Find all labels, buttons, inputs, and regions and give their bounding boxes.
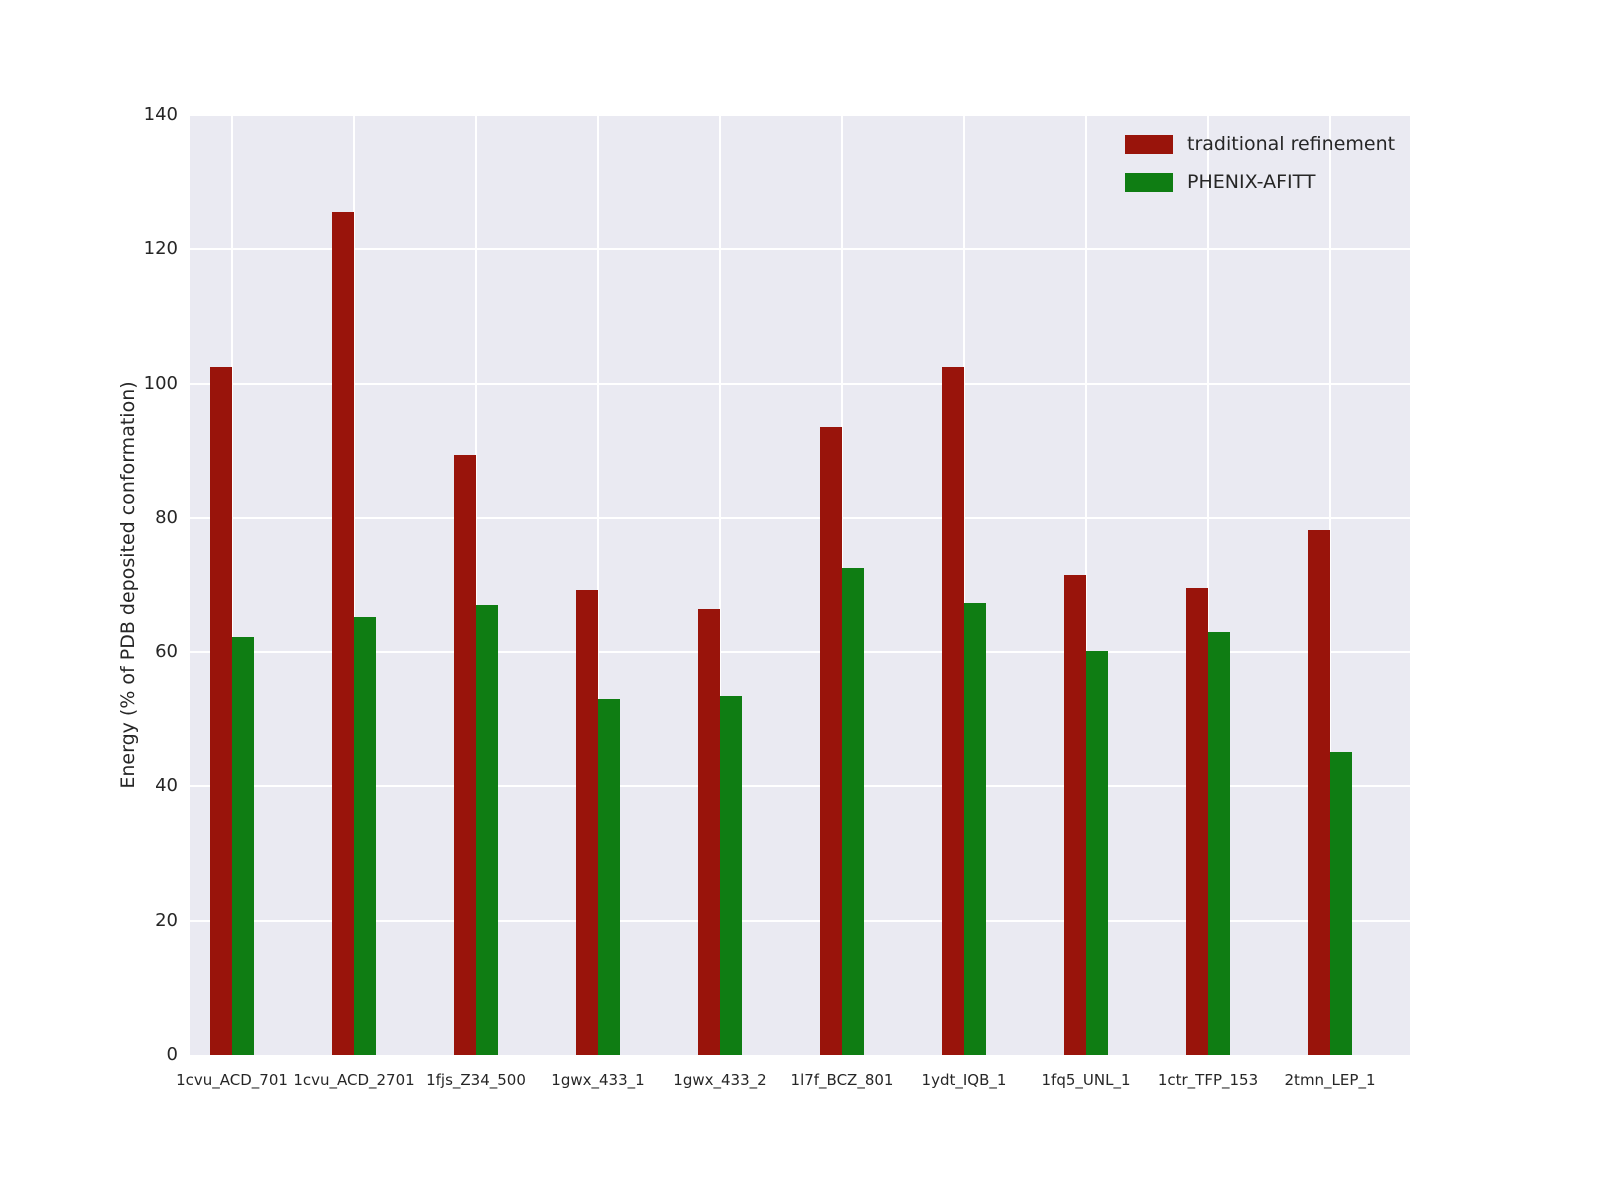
legend-item-phenix-afitt: PHENIX-AFITT	[1125, 171, 1395, 193]
gridline-horizontal	[190, 651, 1410, 654]
bar-traditional-refinement	[454, 455, 476, 1055]
gridline-vertical	[963, 115, 965, 1055]
gridline-horizontal	[190, 382, 1410, 385]
bar-traditional-refinement	[942, 366, 964, 1055]
legend: traditional refinement PHENIX-AFITT	[1125, 133, 1395, 193]
gridline-vertical	[231, 115, 233, 1055]
y-tick-label: 80	[155, 506, 178, 528]
bar-traditional-refinement	[1186, 588, 1208, 1055]
gridline-vertical	[719, 115, 721, 1055]
bar-phenix-afitt	[1086, 650, 1108, 1055]
x-tick-label: 1fjs_Z34_500	[426, 1071, 526, 1089]
bar-traditional-refinement	[820, 427, 842, 1055]
x-tick-label: 1ctr_TFP_153	[1157, 1071, 1259, 1089]
x-tick-label: 2tmn_LEP_1	[1284, 1071, 1376, 1089]
gridline-horizontal	[190, 114, 1410, 116]
y-tick-label: 120	[143, 238, 178, 260]
bar-phenix-afitt	[720, 695, 742, 1055]
x-tick-label: 1ydt_IQB_1	[921, 1071, 1007, 1089]
x-tick-label: 1cvu_ACD_701	[176, 1071, 288, 1089]
bar-traditional-refinement	[698, 608, 720, 1055]
gridline-horizontal	[190, 248, 1410, 251]
bar-phenix-afitt	[1330, 751, 1352, 1055]
y-axis-label: Energy (% of PDB deposited conformation)	[117, 381, 139, 789]
x-tick-label: 1gwx_433_1	[551, 1071, 645, 1089]
gridline-vertical	[475, 115, 477, 1055]
bar-phenix-afitt	[476, 605, 498, 1055]
bar-phenix-afitt	[598, 699, 620, 1055]
gridline-vertical	[1329, 115, 1331, 1055]
legend-swatch-phenix-afitt	[1125, 172, 1173, 192]
bar-traditional-refinement	[210, 366, 232, 1055]
x-tick-label: 1cvu_ACD_2701	[293, 1071, 415, 1089]
x-tick-label: 1fq5_UNL_1	[1041, 1071, 1131, 1089]
bar-phenix-afitt	[354, 617, 376, 1055]
bar-phenix-afitt	[1208, 632, 1230, 1055]
legend-item-traditional-refinement: traditional refinement	[1125, 133, 1395, 155]
y-tick-label: 60	[155, 641, 178, 663]
y-tick-label: 0	[166, 1044, 178, 1065]
y-tick-label: 20	[155, 909, 178, 931]
x-tick-label: 1gwx_433_2	[673, 1071, 767, 1089]
bar-traditional-refinement	[1308, 529, 1330, 1055]
y-tick-label: 40	[155, 775, 178, 797]
y-tick-label: 140	[143, 104, 178, 125]
bar-phenix-afitt	[842, 568, 864, 1055]
y-tick-label: 100	[143, 372, 178, 394]
bar-traditional-refinement	[576, 590, 598, 1055]
bar-phenix-afitt	[964, 603, 986, 1055]
legend-swatch-traditional-refinement	[1125, 134, 1173, 154]
bar-traditional-refinement	[332, 212, 354, 1055]
gridline-vertical	[353, 115, 355, 1055]
legend-label-traditional-refinement: traditional refinement	[1187, 133, 1396, 155]
gridline-vertical	[1085, 115, 1087, 1055]
bar-phenix-afitt	[232, 637, 254, 1055]
legend-label-phenix-afitt: PHENIX-AFITT	[1187, 171, 1316, 193]
x-tick-label: 1l7f_BCZ_801	[790, 1071, 894, 1089]
gridline-vertical	[597, 115, 599, 1055]
plot-area: traditional refinement PHENIX-AFITT	[190, 114, 1410, 1055]
gridline-vertical	[1207, 115, 1209, 1055]
gridline-horizontal	[190, 919, 1410, 922]
gridline-horizontal	[190, 785, 1410, 788]
gridline-horizontal	[190, 516, 1410, 519]
bar-traditional-refinement	[1064, 574, 1086, 1055]
